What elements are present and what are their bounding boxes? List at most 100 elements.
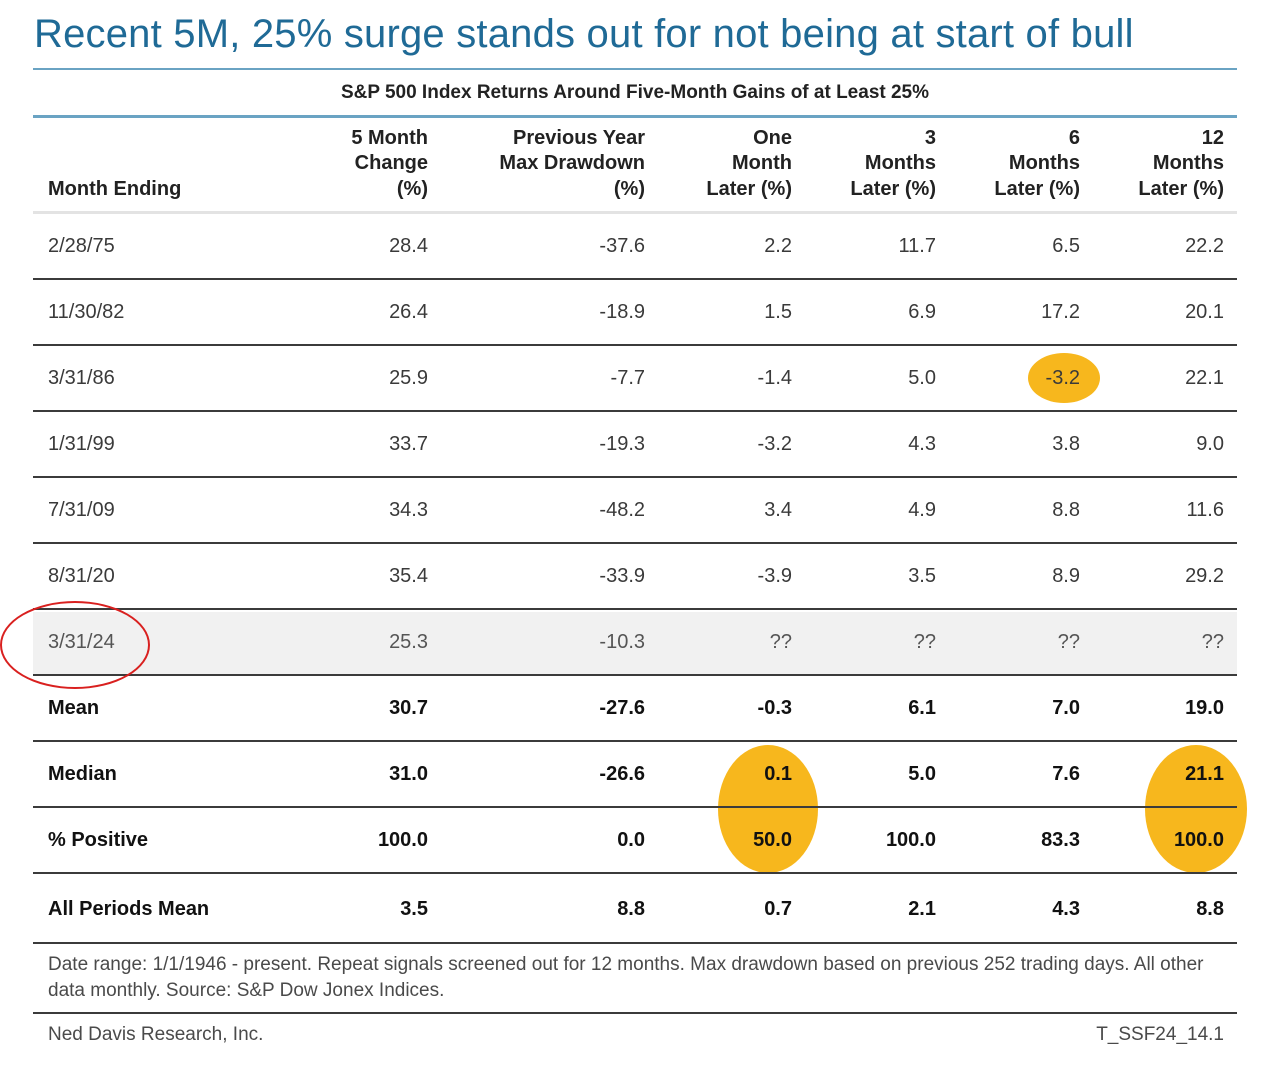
table-cell: -10.3 — [599, 631, 645, 653]
table-cell: 3.5 — [400, 898, 428, 920]
table-cell: 0.7 — [764, 898, 792, 920]
red-circle-annotation — [0, 601, 150, 689]
row-label: 1/31/99 — [48, 433, 115, 455]
table-cell: -7.7 — [610, 367, 645, 389]
table-cell: ?? — [769, 631, 792, 653]
highlight-6m-1986 — [1028, 353, 1100, 403]
column-header-5: 6 Months Later (%) — [994, 126, 1080, 200]
title-rule — [33, 68, 1237, 70]
row-divider — [33, 476, 1237, 478]
table-cell: ?? — [1201, 631, 1224, 653]
table-cell: ?? — [1057, 631, 1080, 653]
table-cell: -27.6 — [599, 697, 645, 719]
table-cell: -26.6 — [599, 763, 645, 785]
table-cell: 34.3 — [389, 499, 428, 521]
table-cell: 33.7 — [389, 433, 428, 455]
table-cell: 17.2 — [1041, 301, 1080, 323]
footnote: Date range: 1/1/1946 - present. Repeat s… — [48, 954, 1204, 1001]
table-cell: 6.1 — [908, 697, 936, 719]
table-cell: -48.2 — [599, 499, 645, 521]
page-title: Recent 5M, 25% surge stands out for not … — [34, 12, 1134, 56]
table-cell: 83.3 — [1041, 829, 1080, 851]
table-cell: -3.9 — [757, 565, 792, 587]
table-cell: 1.5 — [764, 301, 792, 323]
column-header-0: Month Ending — [48, 177, 182, 200]
table-cell: 30.7 — [389, 697, 428, 719]
table-cell: 22.2 — [1185, 235, 1224, 257]
table-cell: 5.0 — [908, 367, 936, 389]
table-cell: 2.1 — [908, 898, 936, 920]
table-cell: 100.0 — [377, 829, 428, 851]
table-cell: 11.6 — [1186, 499, 1224, 521]
table-cell: 4.9 — [908, 499, 936, 521]
row-label: Mean — [48, 697, 100, 719]
table-cell: 26.4 — [389, 301, 428, 323]
table-cell: 22.1 — [1185, 367, 1224, 389]
column-header-4: 3 Months Later (%) — [850, 126, 936, 200]
highlight-1m-median-positive — [718, 745, 818, 873]
table-cell: 29.2 — [1185, 565, 1224, 587]
table-cell: 6.5 — [1052, 235, 1080, 257]
table-cell: 8.9 — [1052, 565, 1080, 587]
table-cell: -3.2 — [757, 433, 792, 455]
table-cell: 4.3 — [908, 433, 936, 455]
table-cell: 9.0 — [1196, 433, 1224, 455]
row-label: All Periods Mean — [48, 898, 210, 920]
table-cell: 25.9 — [389, 367, 428, 389]
table-cell: ?? — [913, 631, 936, 653]
row-label: 7/31/09 — [48, 499, 115, 521]
table-cell: 0.1 — [764, 763, 792, 785]
table-cell: 8.8 — [1052, 499, 1080, 521]
table-cell: -1.4 — [757, 367, 792, 389]
table-cell: 25.3 — [389, 631, 428, 653]
header-rule — [33, 211, 1237, 214]
footer-rule — [33, 1012, 1237, 1014]
table-cell: -19.3 — [599, 433, 645, 455]
credit-text: Ned Davis Research, Inc. — [48, 1024, 264, 1045]
table-cell: 100.0 — [885, 829, 936, 851]
row-divider — [33, 542, 1237, 544]
table-cell: 28.4 — [389, 235, 428, 257]
table-cell: -3.2 — [1045, 367, 1080, 389]
row-divider — [33, 608, 1237, 610]
row-divider — [33, 410, 1237, 412]
row-divider — [33, 942, 1237, 944]
row-label: Median — [48, 763, 117, 785]
row-label: 8/31/20 — [48, 565, 115, 587]
column-header-1: 5 Month Change (%) — [351, 126, 428, 200]
table-cell: -37.6 — [599, 235, 645, 257]
table-cell: -33.9 — [599, 565, 645, 587]
row-divider — [33, 872, 1237, 874]
table-cell: 3.4 — [764, 499, 792, 521]
table-subtitle: S&P 500 Index Returns Around Five-Month … — [340, 82, 930, 103]
table-cell: 11.7 — [898, 235, 936, 257]
table-cell: 2.2 — [764, 235, 792, 257]
table-cell: 0.0 — [617, 829, 645, 851]
chart-code: T_SSF24_14.1 — [1096, 1024, 1224, 1045]
table-cell: 3.8 — [1052, 433, 1080, 455]
column-header-6: 12 Months Later (%) — [1138, 126, 1224, 200]
table-cell: 8.8 — [1196, 898, 1224, 920]
table-cell: 21.1 — [1185, 763, 1224, 785]
column-header-2: Previous Year Max Drawdown (%) — [499, 126, 645, 200]
highlight-12m-median-positive — [1145, 745, 1247, 873]
table-cell: 8.8 — [617, 898, 645, 920]
table-cell: 19.0 — [1185, 697, 1224, 719]
table-cell: 20.1 — [1185, 301, 1224, 323]
row-label: % Positive — [48, 829, 149, 851]
row-divider — [33, 740, 1237, 742]
table-cell: -18.9 — [599, 301, 645, 323]
table-cell: -0.3 — [757, 697, 792, 719]
row-divider — [33, 344, 1237, 346]
table-cell: 7.0 — [1052, 697, 1080, 719]
table-cell: 31.0 — [389, 763, 428, 785]
row-label: 2/28/75 — [48, 235, 115, 257]
table-cell: 6.9 — [908, 301, 936, 323]
column-header-3: One Month Later (%) — [706, 126, 792, 200]
subtitle-rule — [33, 115, 1237, 118]
row-label: 11/30/82 — [48, 301, 125, 323]
table-cell: 4.3 — [1052, 898, 1080, 920]
row-divider — [33, 806, 1237, 808]
row-divider — [33, 278, 1237, 280]
table-cell: 50.0 — [753, 829, 792, 851]
